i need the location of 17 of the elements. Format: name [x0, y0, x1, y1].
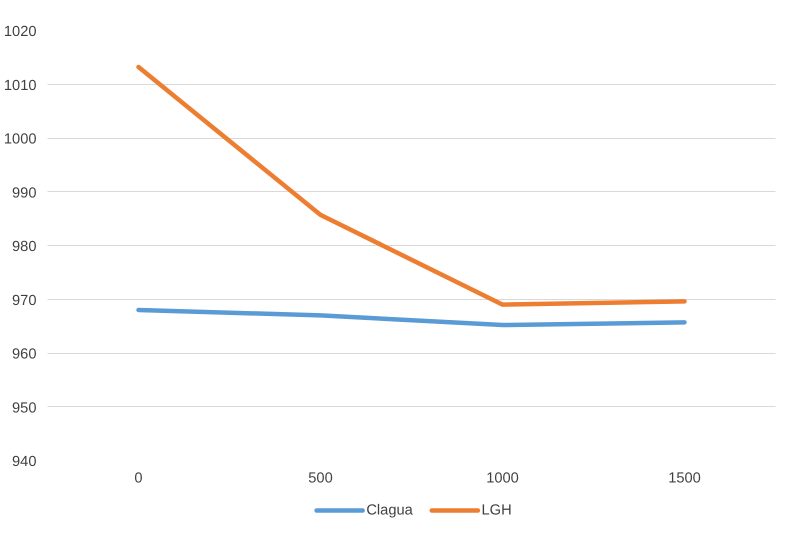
legend-label: LGH: [482, 502, 512, 518]
x-tick-label: 0: [134, 470, 143, 486]
y-tick-label: 960: [12, 346, 37, 362]
y-tick-label: 1020: [4, 24, 37, 40]
y-tick-label: 1000: [4, 132, 37, 148]
y-tick-label: 980: [12, 239, 37, 255]
x-tick-label: 1000: [486, 470, 519, 486]
y-tick-label: 940: [12, 454, 37, 470]
y-tick-label: 1010: [4, 78, 37, 94]
y-tick-label: 950: [12, 400, 37, 416]
y-tick-label: 970: [12, 292, 37, 309]
y-tick-label: 990: [12, 185, 37, 202]
legend-label: Clagua: [366, 502, 414, 518]
line-series: [136, 308, 687, 328]
line-series: [136, 64, 687, 307]
x-tick-label: 500: [308, 470, 333, 486]
x-tick-label: 1500: [668, 470, 701, 486]
